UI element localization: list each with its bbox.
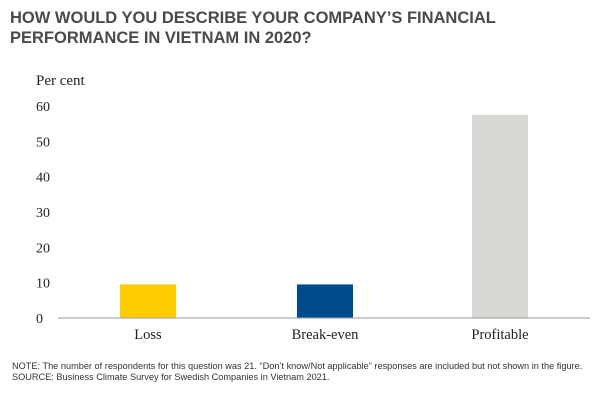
y-tick-label: 20 xyxy=(36,241,50,256)
footnotes: NOTE: The number of respondents for this… xyxy=(12,361,592,383)
y-tick-label: 30 xyxy=(36,206,50,221)
x-category-label: Break-even xyxy=(292,327,360,343)
y-tick-label: 0 xyxy=(36,312,43,327)
y-tick-label: 60 xyxy=(36,100,50,115)
source-text: SOURCE: Business Climate Survey for Swed… xyxy=(12,372,330,382)
note-text: NOTE: The number of respondents for this… xyxy=(12,361,583,371)
y-axis-label: Per cent xyxy=(36,73,85,89)
bar-break-even xyxy=(297,284,353,318)
y-tick-label: 10 xyxy=(36,277,50,292)
x-category-label: Loss xyxy=(134,327,162,343)
bar-loss xyxy=(120,284,176,318)
bar-profitable xyxy=(472,114,528,318)
y-tick-label: 40 xyxy=(36,171,50,186)
y-tick-label: 50 xyxy=(36,135,50,150)
x-category-label: Profitable xyxy=(471,327,528,343)
chart-title: HOW WOULD YOU DESCRIBE YOUR COMPANY’S FI… xyxy=(10,9,496,47)
